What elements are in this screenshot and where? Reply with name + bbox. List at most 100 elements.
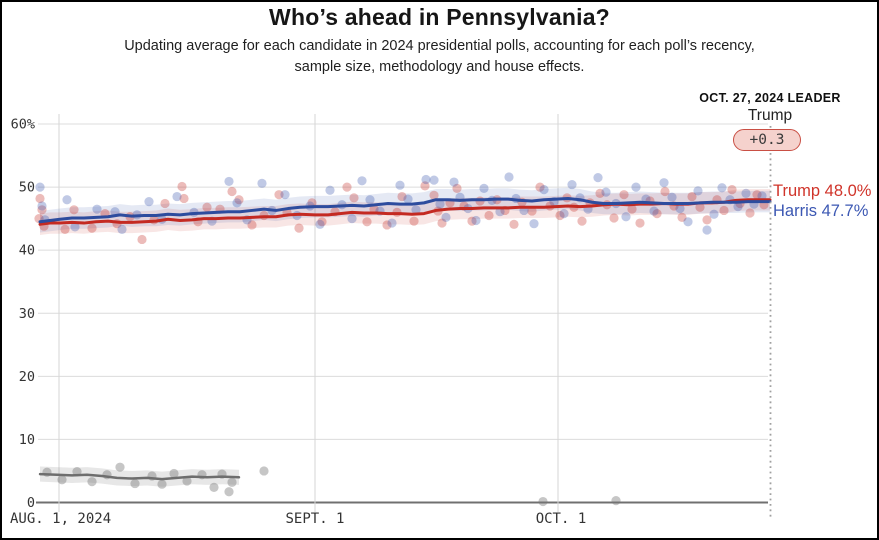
trump-poll-dot — [429, 190, 439, 200]
trump-poll-dot — [484, 210, 494, 221]
harris-poll-dot — [144, 197, 154, 207]
harris-poll-dot — [471, 215, 481, 226]
leader-heading: OCT. 27, 2024 LEADER — [699, 91, 841, 105]
trump-poll-dot — [307, 198, 317, 208]
harris-band — [40, 187, 770, 233]
subtitle-line-2: sample size, methodology and house effec… — [294, 59, 585, 75]
trump-poll-dot — [349, 193, 359, 203]
trump-poll-dot — [234, 195, 244, 205]
harris-poll-dot — [631, 182, 641, 192]
harris-poll-dot — [421, 174, 431, 185]
harris-average-line — [38, 196, 772, 224]
trump-poll-dot — [60, 224, 70, 234]
trump-poll-dot — [727, 185, 737, 195]
harris-poll-dot — [449, 177, 459, 187]
harris-poll-dot — [539, 185, 549, 195]
kennedy-poll-dot — [224, 487, 234, 497]
harris-poll-dot — [593, 173, 603, 183]
trump-poll-dot — [382, 220, 392, 230]
leader-name: Trump — [747, 107, 793, 124]
y-tick-label: 0 — [27, 495, 35, 511]
trump-poll-dot — [37, 205, 47, 215]
trump-poll-dot — [635, 218, 645, 228]
trump-poll-dot — [35, 193, 45, 204]
kennedy-band — [40, 466, 239, 487]
harris-poll-dot — [717, 183, 727, 193]
harris-poll-dot — [659, 178, 669, 188]
trump-poll-dot — [177, 181, 187, 192]
trump-poll-dot — [660, 186, 670, 197]
trump-poll-dot — [317, 217, 327, 227]
trump-poll-dot — [467, 216, 477, 226]
harris-poll-dot — [435, 199, 445, 209]
subtitle-line-1: Updating average for each candidate in 2… — [124, 38, 755, 54]
harris-poll-dot — [504, 172, 514, 182]
harris-poll-dot — [667, 192, 677, 202]
harris-poll-dot — [325, 185, 335, 195]
y-tick-label: 30 — [19, 306, 35, 322]
harris-poll-dot — [649, 206, 659, 216]
kennedy-poll-dot — [611, 496, 621, 506]
kennedy-poll-dot — [87, 477, 97, 487]
trump-poll-dot — [409, 216, 419, 226]
harris-poll-dot — [257, 178, 267, 188]
trump-average-line — [38, 198, 772, 226]
harris-poll-dot — [62, 195, 72, 205]
harris-poll-dot — [441, 212, 451, 222]
harris-poll-dot — [365, 195, 375, 205]
harris-poll-dot — [559, 208, 569, 219]
trump-poll-dot — [179, 193, 189, 204]
harris-poll-dot — [733, 202, 743, 212]
leader-margin-badge: +0.3 — [733, 129, 801, 151]
harris-poll-dot — [224, 176, 234, 187]
y-tick-label: 60% — [11, 117, 35, 133]
trump-poll-dot — [695, 202, 705, 212]
harris-poll-dot — [601, 187, 611, 197]
harris-poll-dot — [741, 188, 751, 199]
trump-poll-dot — [652, 208, 662, 219]
harris-poll-dot — [35, 182, 45, 192]
kennedy-poll-dot — [169, 468, 179, 479]
x-tick-label: AUG. 1, 2024 — [10, 511, 111, 527]
harris-poll-dot — [621, 212, 631, 222]
kennedy-poll-dot — [209, 482, 219, 492]
trump-poll-dot — [509, 219, 519, 229]
trump-poll-dot — [247, 220, 257, 230]
harris-poll-dot — [357, 176, 367, 186]
trump-poll-dot — [452, 183, 462, 193]
trump-poll-dot — [160, 198, 170, 209]
trump-poll-dot — [87, 223, 97, 233]
trump-poll-dot — [437, 218, 447, 228]
trump-poll-dot — [595, 188, 605, 199]
kennedy-poll-dot — [538, 496, 548, 507]
trump-poll-dot — [227, 186, 237, 197]
harris-poll-dot — [702, 225, 712, 235]
harris-poll-dot — [37, 201, 47, 211]
harris-poll-dot — [529, 219, 539, 229]
kennedy-poll-dot — [182, 476, 192, 486]
harris-poll-dot — [172, 191, 182, 202]
trump-poll-dot — [137, 234, 147, 245]
kennedy-poll-dot — [130, 478, 140, 489]
trump-poll-dot — [609, 213, 619, 223]
trump-poll-dot — [719, 205, 729, 216]
harris-poll-dot — [315, 219, 325, 229]
trump-poll-dot — [702, 215, 712, 225]
harris-poll-dot — [429, 175, 439, 185]
harris-poll-dot — [232, 198, 242, 208]
harris-poll-dot — [387, 218, 397, 228]
x-tick-label: SEPT. 1 — [285, 511, 344, 527]
trump-poll-dot — [342, 182, 352, 192]
harris-poll-dot — [403, 194, 413, 204]
trump-poll-dot — [752, 190, 762, 200]
trump-poll-dot — [69, 205, 79, 215]
trump-poll-dot — [274, 190, 284, 200]
page-title: Who’s ahead in Pennsylvania? — [269, 4, 610, 30]
harris-poll-dot — [92, 204, 102, 214]
chart-subtitle: Updating average for each candidate in 2… — [2, 36, 877, 78]
harris-poll-dot — [411, 205, 421, 215]
kennedy-average-line — [38, 472, 241, 481]
harris-poll-dot — [117, 224, 127, 234]
